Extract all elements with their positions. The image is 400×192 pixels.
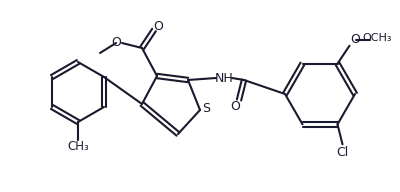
- Text: NH: NH: [215, 71, 233, 84]
- Text: O: O: [111, 36, 121, 50]
- Text: Cl: Cl: [336, 146, 349, 159]
- Text: CH₃: CH₃: [67, 140, 89, 152]
- Text: O: O: [350, 33, 360, 46]
- Text: O: O: [230, 99, 240, 113]
- Text: OCH₃: OCH₃: [363, 33, 392, 43]
- Text: S: S: [202, 102, 210, 114]
- Text: O: O: [153, 21, 163, 33]
